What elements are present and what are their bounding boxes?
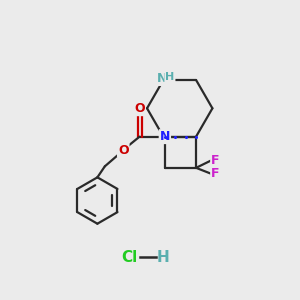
Text: O: O <box>118 143 129 157</box>
Text: N: N <box>160 130 170 143</box>
Text: N: N <box>157 72 167 85</box>
Text: F: F <box>211 167 220 180</box>
Text: H: H <box>165 72 175 82</box>
Text: O: O <box>134 102 145 115</box>
Text: H: H <box>157 250 170 265</box>
Text: Cl: Cl <box>121 250 137 265</box>
Text: F: F <box>211 154 220 167</box>
